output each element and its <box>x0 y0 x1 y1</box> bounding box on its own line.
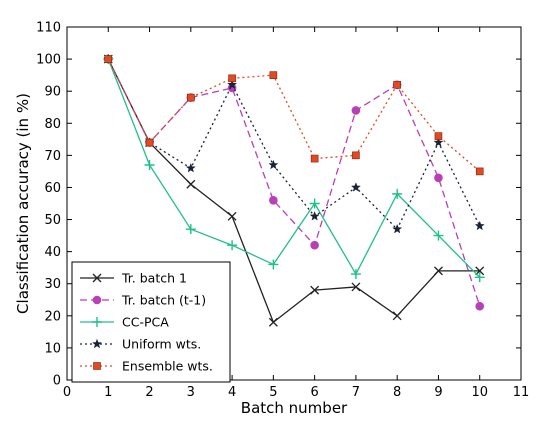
data-point <box>268 159 279 170</box>
series-line <box>107 58 481 278</box>
data-point <box>474 220 485 231</box>
y-tick-label: 0 <box>53 374 61 389</box>
data-point <box>350 182 361 192</box>
legend: Tr. batch 1 Tr. batch (t-1) CC-PCA Uniform … <box>71 261 231 383</box>
series-3 <box>103 54 485 283</box>
y-tick-label: 60 <box>44 181 61 196</box>
y-tick-label: 100 <box>36 53 61 68</box>
series-1 <box>103 54 485 327</box>
data-point <box>268 259 279 270</box>
data-point <box>352 151 360 160</box>
y-tick-label: 90 <box>44 85 61 100</box>
data-point <box>268 317 278 327</box>
x-tick-label: 5 <box>269 385 277 400</box>
legend-label: Tr. batch 1 <box>121 271 187 286</box>
data-point <box>392 223 403 234</box>
data-point <box>228 74 236 83</box>
y-axis-label: Classification accuracy (in %) <box>14 93 32 314</box>
x-axis-label: Batch number <box>241 399 348 417</box>
data-point <box>434 173 443 183</box>
data-point <box>309 198 320 209</box>
y-tick-label: 30 <box>44 277 61 292</box>
y-tick-label: 80 <box>44 117 61 132</box>
legend-marker <box>92 273 102 283</box>
data-point <box>351 282 361 292</box>
y-tick-label: 70 <box>44 149 61 164</box>
y-tick-label: 40 <box>44 245 61 260</box>
x-tick-label: 3 <box>187 385 195 400</box>
data-point <box>310 285 320 295</box>
data-point <box>186 179 196 189</box>
legend-label: Uniform wts. <box>122 337 201 352</box>
data-point <box>269 195 278 205</box>
data-point <box>350 269 361 280</box>
data-point <box>475 167 484 176</box>
x-tick-label: 6 <box>310 385 318 400</box>
x-tick-label: 7 <box>352 385 360 400</box>
legend-label: CC-PCA <box>122 315 169 330</box>
data-point <box>187 93 195 102</box>
x-tick-label: 9 <box>434 385 442 400</box>
data-point <box>185 162 196 173</box>
legend-marker <box>92 317 102 327</box>
y-tick-label: 20 <box>44 309 61 324</box>
legend-marker <box>91 338 103 349</box>
data-point <box>185 224 196 235</box>
x-tick-label: 2 <box>145 385 153 400</box>
data-point <box>433 137 444 147</box>
data-point <box>474 272 485 283</box>
data-point <box>309 211 320 221</box>
data-point <box>475 266 485 276</box>
data-point <box>104 55 113 63</box>
legend-label: Ensemble wts. <box>122 359 213 374</box>
data-point <box>145 138 154 147</box>
x-tick-label: 8 <box>393 385 401 400</box>
y-tick-label: 50 <box>44 213 61 228</box>
x-tick-label: 1 <box>104 385 112 400</box>
x-tick-label: 11 <box>513 385 530 400</box>
series-line <box>107 58 481 307</box>
data-point <box>475 301 485 311</box>
x-tick-label: 0 <box>63 385 71 400</box>
y-tick-label: 110 <box>36 21 61 36</box>
series-line <box>107 58 481 172</box>
data-point <box>310 240 319 250</box>
data-point <box>269 71 278 79</box>
legend-marker <box>93 362 101 370</box>
data-point <box>392 311 402 321</box>
data-point <box>310 154 319 163</box>
data-point <box>227 240 238 251</box>
series-5 <box>104 55 484 176</box>
data-point <box>227 79 238 90</box>
plot-area-frame <box>66 26 522 381</box>
legend-marker <box>92 295 102 305</box>
data-point <box>227 211 237 221</box>
data-point <box>434 132 443 140</box>
x-tick-label: 4 <box>228 385 236 400</box>
series-4 <box>103 53 485 234</box>
data-point <box>351 106 361 115</box>
y-tick-label: 10 <box>44 341 61 356</box>
series-layer <box>103 53 485 327</box>
series-line <box>107 58 480 323</box>
data-point <box>433 230 444 241</box>
data-point <box>392 188 403 199</box>
data-point <box>393 80 401 89</box>
data-point <box>433 266 443 276</box>
data-point <box>144 159 155 170</box>
legend-label: Tr. batch (t-1) <box>121 293 206 308</box>
x-tick-label: 10 <box>471 385 488 400</box>
